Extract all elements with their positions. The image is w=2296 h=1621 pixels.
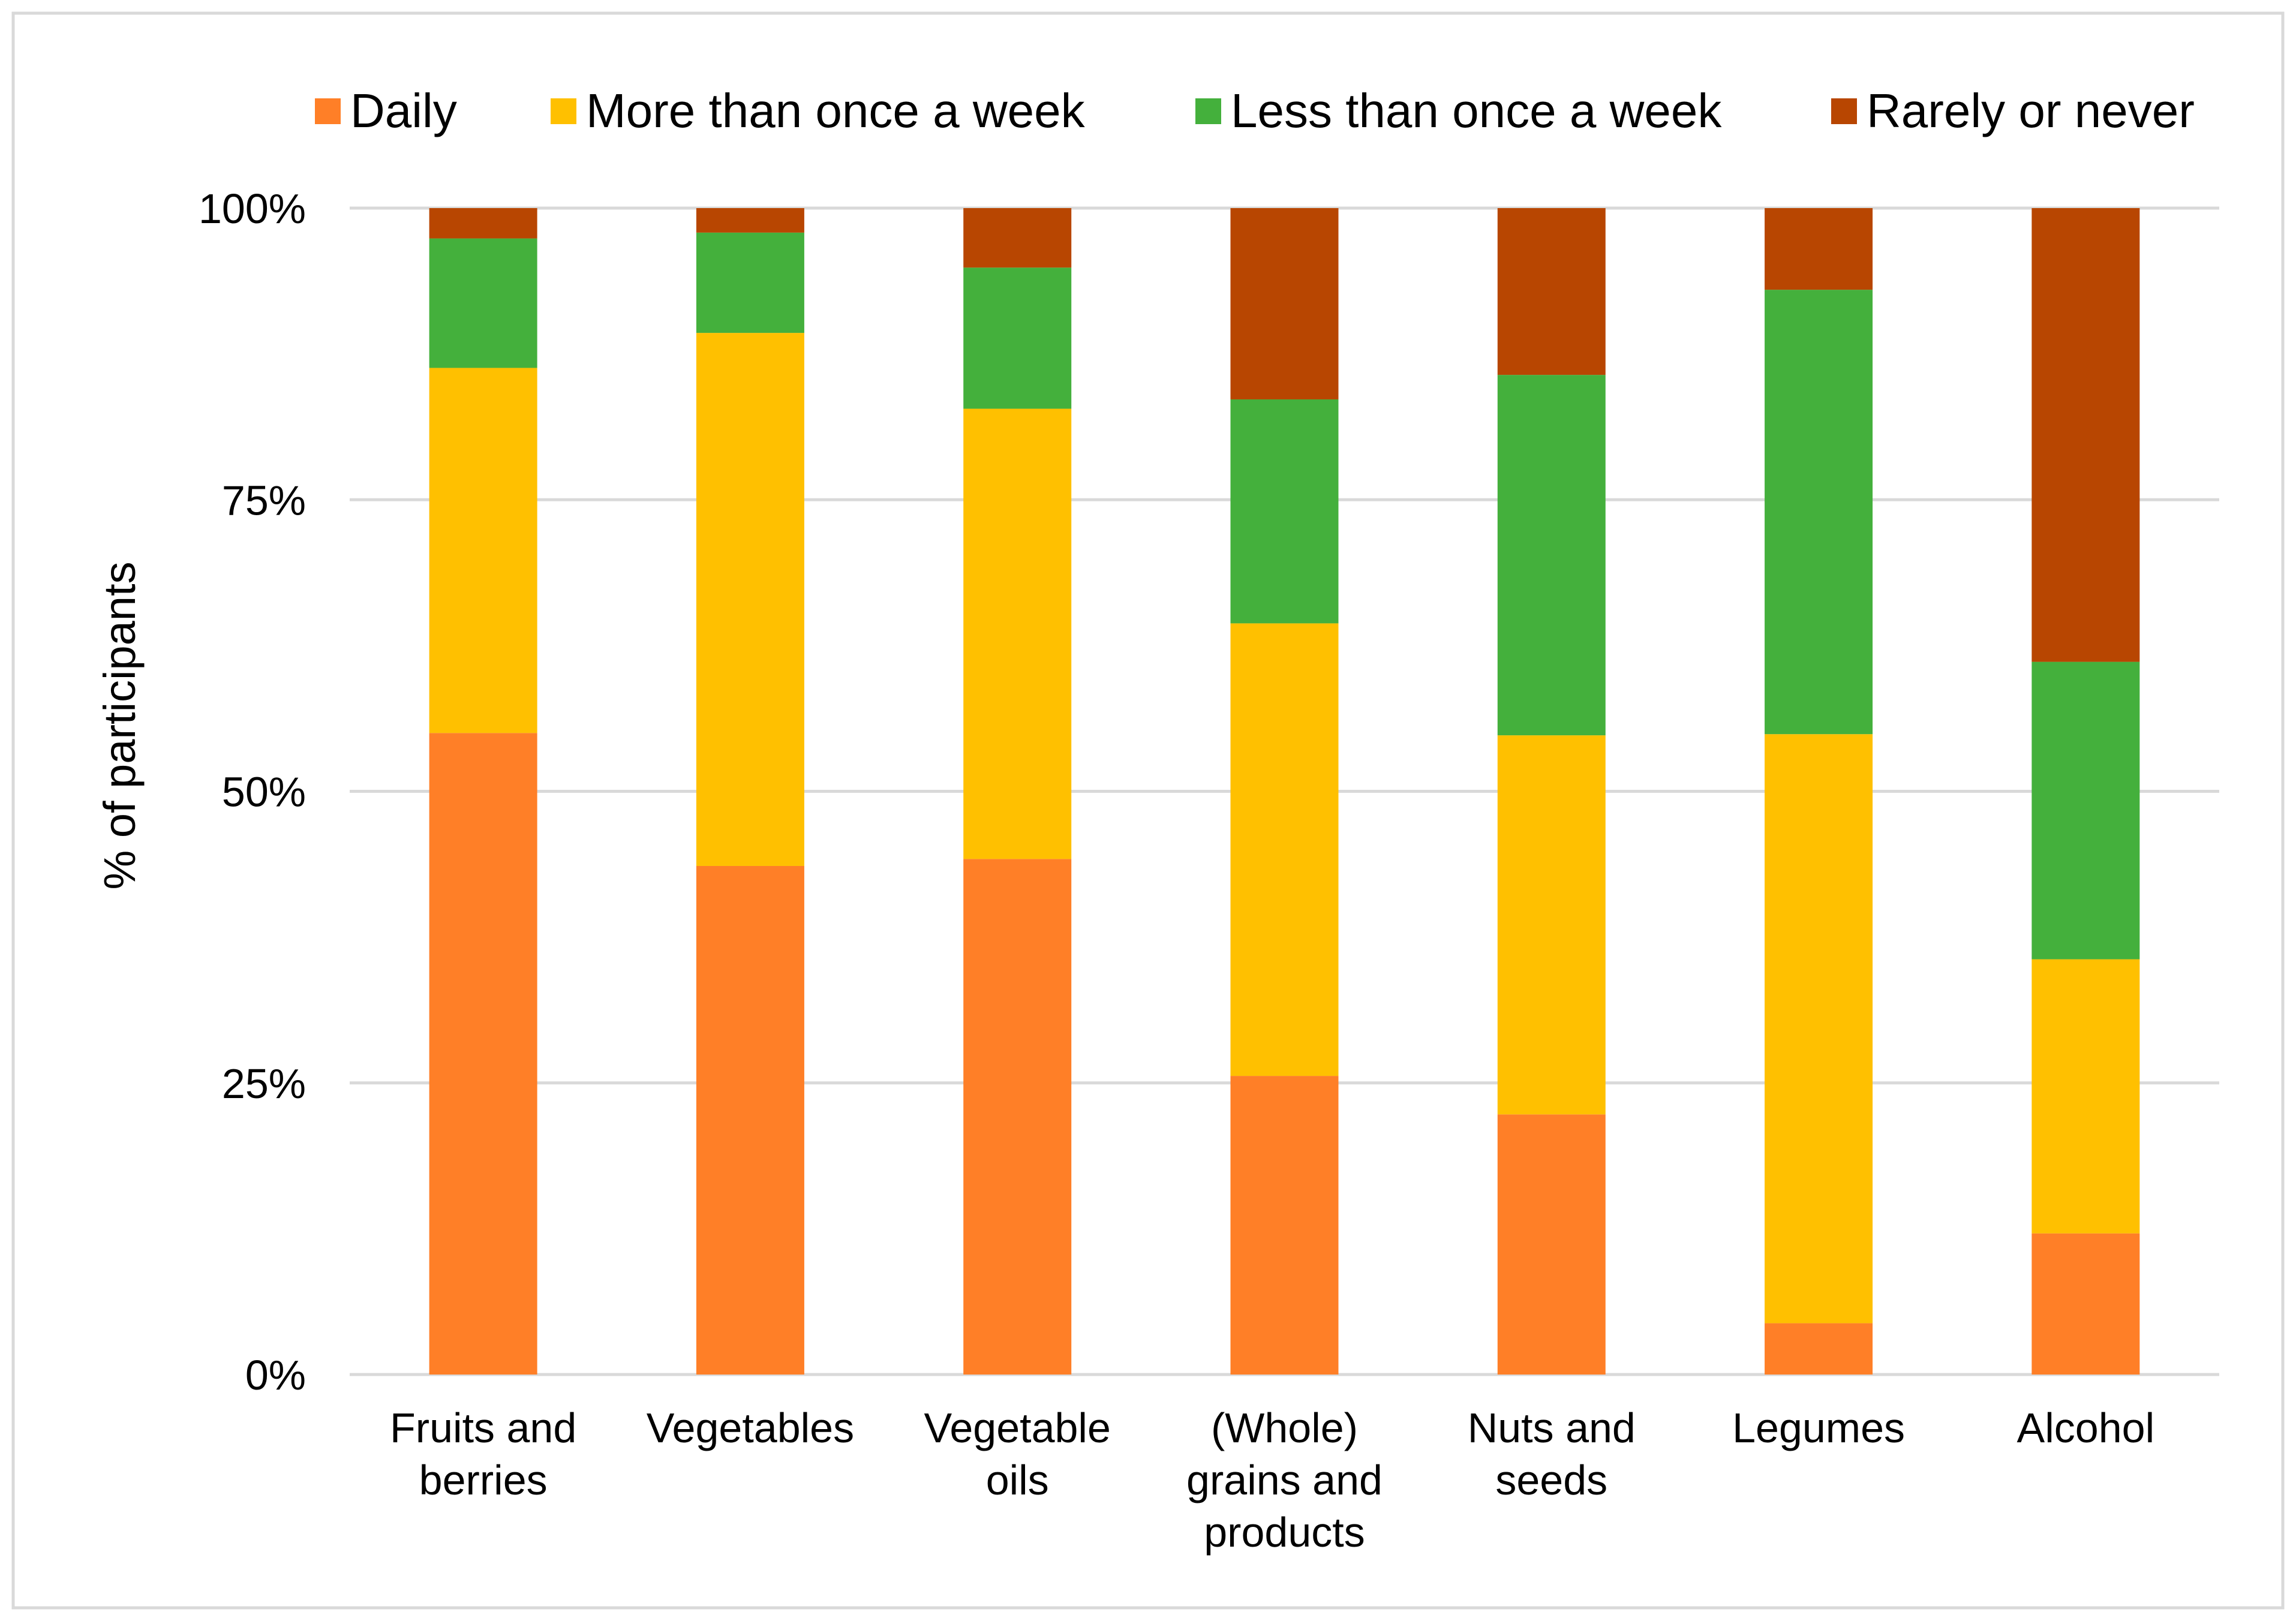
bar-segment-less-than-once-a-week-6 [2031, 661, 2140, 960]
x-tick-label-line: products [1204, 1509, 1365, 1556]
legend-item-rarely-or-never: Rarely or never [1831, 78, 2195, 144]
legend-item-less-than-once-a-week: Less than once a week [1195, 78, 1721, 144]
bar-segment-daily-0 [429, 733, 537, 1375]
legend-swatch-rarely-or-never [1831, 98, 1857, 124]
bar-segment-rarely-or-never-5 [1765, 208, 1873, 290]
bar-segment-more-than-once-a-week-2 [963, 408, 1072, 859]
x-tick-label: (Whole) grains and products [1186, 1405, 1383, 1556]
bar-segment-more-than-once-a-week-6 [2031, 959, 2140, 1234]
legend-label-rarely-or-never: Rarely or never [1867, 84, 2195, 137]
legend-item-daily: Daily [315, 78, 457, 144]
bar-segment-daily-2 [963, 859, 1072, 1375]
legend-label-more-than-once-a-week: More than once a week [586, 84, 1085, 137]
y-axis-ticks: 0% 25% 50% 75% 100% [199, 185, 306, 1399]
bar-segment-less-than-once-a-week-5 [1765, 290, 1873, 735]
x-tick-label: Vegetable oils [924, 1405, 1111, 1503]
bar-segment-daily-3 [1230, 1076, 1339, 1375]
legend-swatch-more-than-once-a-week [551, 98, 576, 124]
legend-label-daily: Daily [350, 84, 457, 137]
x-tick-label-line: Vegetable [924, 1405, 1111, 1451]
bars [429, 208, 2140, 1375]
y-tick-label: 25% [222, 1060, 306, 1107]
bar-segment-more-than-once-a-week-3 [1230, 623, 1339, 1076]
y-tick-label: 0% [245, 1352, 306, 1399]
y-tick-label: 50% [222, 769, 306, 816]
bar-segment-daily-4 [1497, 1114, 1606, 1375]
bar-segment-rarely-or-never-2 [963, 208, 1072, 268]
y-tick-label: 100% [199, 185, 306, 232]
bar-segment-less-than-once-a-week-4 [1497, 375, 1606, 736]
bar-segment-daily-5 [1765, 1323, 1873, 1375]
x-tick-label: Nuts and seeds [1468, 1405, 1636, 1503]
x-tick-label: Alcohol [2017, 1405, 2155, 1451]
bar-segment-less-than-once-a-week-2 [963, 267, 1072, 409]
bar-segment-daily-1 [696, 865, 804, 1375]
bar-segment-rarely-or-never-1 [696, 208, 804, 233]
bar-segment-rarely-or-never-0 [429, 208, 537, 239]
bar-segment-less-than-once-a-week-3 [1230, 399, 1339, 624]
legend-swatch-daily [315, 98, 341, 124]
bar-segment-more-than-once-a-week-4 [1497, 735, 1606, 1115]
x-tick-label-line: Legumes [1732, 1405, 1905, 1451]
x-tick-label-line: berries [419, 1457, 548, 1503]
bar-segment-more-than-once-a-week-0 [429, 368, 537, 733]
bar-segment-more-than-once-a-week-1 [696, 333, 804, 866]
x-tick-label-line: Nuts and [1468, 1405, 1636, 1451]
legend: Daily More than once a week Less than on… [0, 78, 2296, 144]
bar-segment-rarely-or-never-6 [2031, 208, 2140, 662]
bar-segment-daily-6 [2031, 1233, 2140, 1375]
x-tick-label: Fruits and berries [390, 1405, 576, 1503]
chart-frame [11, 11, 2285, 1610]
x-tick-label: Legumes [1732, 1405, 1905, 1451]
x-tick-label-line: Vegetables [647, 1405, 854, 1451]
x-tick-label-line: Alcohol [2017, 1405, 2155, 1451]
legend-item-more-than-once-a-week: More than once a week [551, 78, 1085, 144]
bar-segment-less-than-once-a-week-1 [696, 232, 804, 333]
y-axis-label: % of participants [95, 561, 145, 889]
y-tick-label: 75% [222, 477, 306, 524]
x-tick-label: Vegetables [647, 1405, 854, 1451]
bar-segment-rarely-or-never-4 [1497, 208, 1606, 375]
x-tick-label-line: grains and [1186, 1457, 1383, 1503]
legend-swatch-less-than-once-a-week [1195, 98, 1221, 124]
x-tick-label-line: seeds [1495, 1457, 1607, 1503]
x-axis-ticks: Fruits and berries Vegetables Vegetable oils… [390, 1405, 2154, 1556]
x-tick-label-line: (Whole) [1211, 1405, 1358, 1451]
x-tick-label-line: Fruits and [390, 1405, 576, 1451]
bar-segment-rarely-or-never-3 [1230, 208, 1339, 399]
x-tick-label-line: oils [986, 1457, 1049, 1503]
bar-segment-more-than-once-a-week-5 [1765, 734, 1873, 1324]
bar-segment-less-than-once-a-week-0 [429, 238, 537, 368]
legend-label-less-than-once-a-week: Less than once a week [1231, 84, 1722, 137]
